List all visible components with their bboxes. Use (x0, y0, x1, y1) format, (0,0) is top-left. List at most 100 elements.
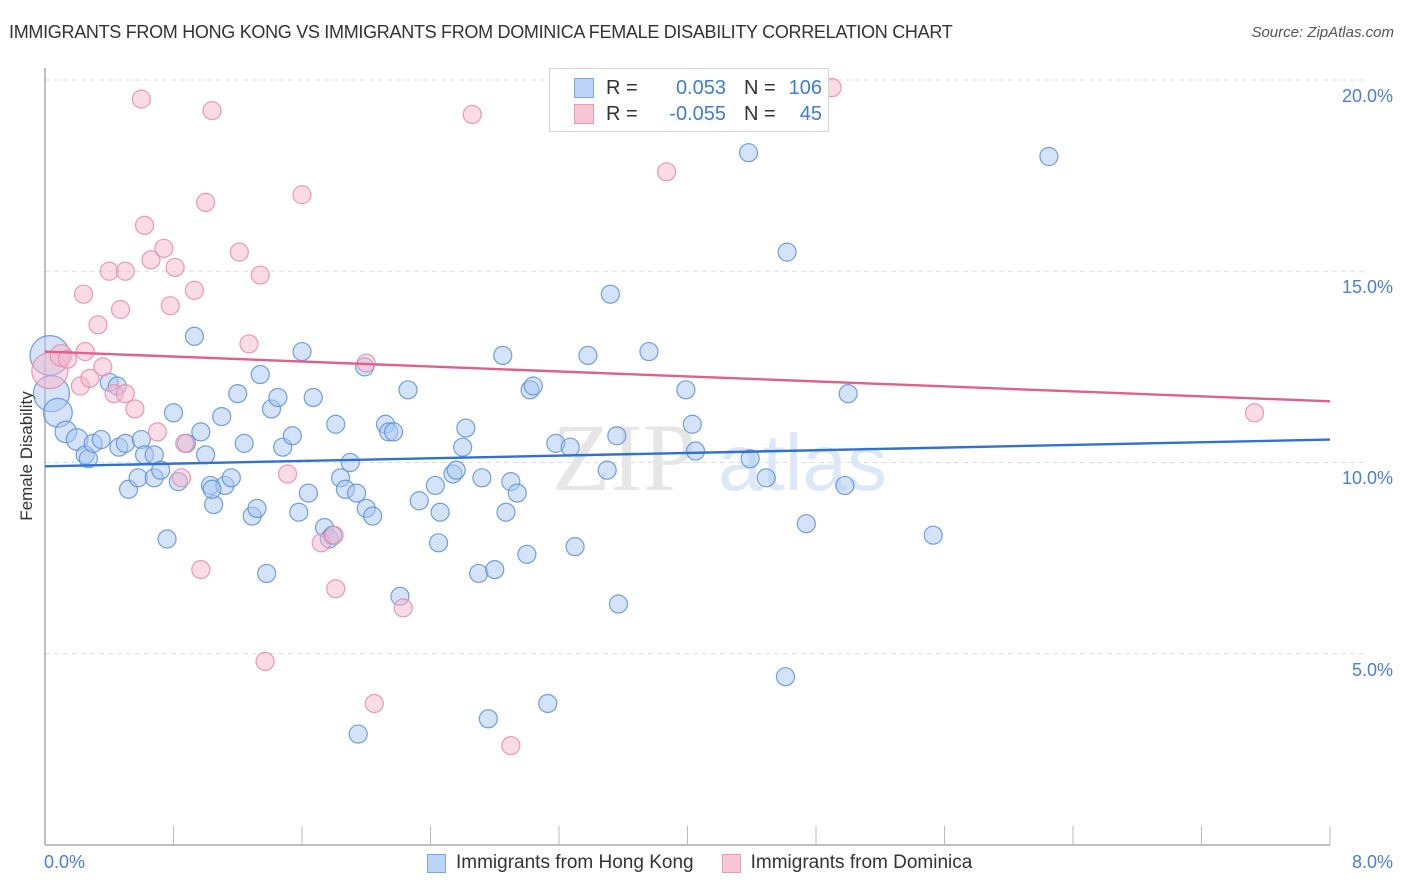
dominica-swatch (721, 853, 741, 873)
dominica-point (115, 384, 135, 404)
hong-kong-point (493, 345, 513, 365)
n-value: 106 (788, 76, 822, 99)
dominica-point (175, 433, 195, 453)
x-tick-label-max: 8.0% (1351, 852, 1393, 872)
hong-kong-point (234, 433, 254, 453)
hong-kong-point (425, 475, 445, 496)
watermark-zip: ZIP (552, 404, 696, 511)
dominica-point (88, 315, 108, 335)
hong-kong-point (565, 537, 585, 557)
hong-kong-trend-line (44, 438, 1331, 468)
hong-kong-point (738, 143, 759, 163)
dominica-point (364, 693, 384, 714)
dominica-point (93, 357, 113, 377)
hong-kong-point (91, 429, 111, 450)
hong-kong-point (202, 479, 222, 499)
hong-kong-point (796, 514, 816, 534)
dominica-point (115, 261, 135, 281)
hong-kong-point (682, 414, 702, 434)
hong-kong-point (184, 326, 204, 346)
watermark: ZIP atlas (552, 404, 887, 511)
hong-kong-point (923, 525, 943, 545)
hong-kong-point (250, 364, 270, 385)
hong-kong-point (685, 441, 706, 461)
hong-kong-point (740, 449, 760, 469)
dominica-point (141, 250, 161, 270)
dominica-point (239, 334, 259, 354)
hong-kong-point (775, 667, 796, 687)
dominica-point (147, 422, 168, 442)
legend-item-dominica[interactable]: Immigrants from Dominica (721, 852, 972, 874)
hong-kong-point (496, 502, 516, 522)
hong-kong-point (228, 384, 248, 404)
r-label: R = (606, 102, 638, 125)
dominica-point (171, 468, 192, 488)
dominica-point (255, 651, 275, 672)
dominica-point (160, 296, 180, 316)
axes (44, 68, 1331, 846)
hong-kong-point (128, 468, 148, 488)
hong-kong-point (212, 407, 232, 427)
hong-kong-point (303, 387, 323, 408)
hong-kong-point (340, 452, 360, 473)
hong-kong-point (398, 380, 418, 400)
hong-kong-swatch (574, 78, 594, 98)
dominica-point (324, 525, 344, 545)
hong-kong-point (151, 460, 171, 480)
hong-kong-point (348, 724, 368, 744)
hong-kong-point (298, 483, 319, 503)
hong-kong-point (777, 242, 797, 262)
chart-title: IMMIGRANTS FROM HONG KONG VS IMMIGRANTS … (9, 22, 953, 42)
dominica-point (462, 104, 482, 125)
dominica-point (393, 598, 413, 618)
hong-kong-point (676, 380, 696, 400)
hong-kong-point (289, 502, 309, 522)
trend-lines (44, 350, 1331, 468)
y-tick-label: 5.0% (1351, 660, 1393, 680)
hong-kong-point (430, 502, 450, 522)
hong-kong-point (600, 284, 621, 304)
dominica-point (1244, 403, 1265, 423)
dominica-point (154, 238, 174, 258)
n-label: N = (744, 102, 776, 125)
hong-kong-point (292, 341, 312, 362)
legend-item-hong-kong[interactable]: Immigrants from Hong Kong (427, 852, 694, 874)
dominica-point (80, 368, 100, 388)
dominica-point (75, 341, 95, 362)
dominica-point (131, 89, 151, 109)
dominica-point (501, 735, 521, 756)
hong-kong-point (456, 418, 476, 438)
hong-kong-point (1039, 146, 1059, 167)
n-label: N = (744, 76, 776, 99)
hong-kong-point (756, 468, 776, 488)
dominica-point (292, 185, 312, 205)
dominica-point (99, 261, 119, 281)
hong-kong-point (835, 475, 855, 496)
dominica-point (134, 215, 155, 235)
dominica-swatch (574, 104, 594, 124)
hong-kong-point (446, 460, 466, 480)
hong-kong-point (608, 594, 629, 614)
hong-kong-point (268, 387, 288, 408)
dominica-point (165, 257, 185, 278)
dominica-point (57, 349, 78, 369)
hong-kong-point (472, 468, 492, 488)
hong-kong-point (607, 426, 627, 446)
hong-kong-point (507, 483, 527, 503)
hong-kong-point (428, 533, 449, 553)
hong-kong-point (163, 403, 184, 423)
hong-kong-point (838, 384, 858, 404)
dominica-point (125, 399, 145, 419)
stats-legend-row-hong-kong: R = 0.053 N = 106 (574, 76, 822, 100)
n-value: 45 (799, 102, 822, 125)
hong-kong-point (257, 563, 277, 584)
dominica-point (73, 284, 94, 304)
y-tick-label: 20.0% (1341, 86, 1393, 106)
dominica-point (191, 559, 211, 580)
hong-kong-point (383, 422, 404, 442)
gridlines (45, 79, 1365, 655)
series-legend: Immigrants from Hong Kong Immigrants fro… (427, 852, 1000, 874)
y-tick-label: 10.0% (1341, 468, 1393, 488)
hong-kong-point (191, 422, 211, 442)
